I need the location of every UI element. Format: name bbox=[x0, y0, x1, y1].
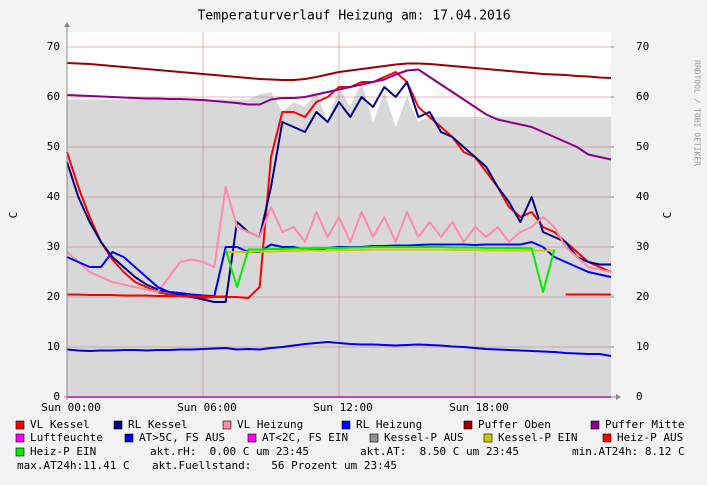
legend-label: Puffer Mitte bbox=[605, 418, 684, 431]
legend-swatch bbox=[369, 433, 379, 443]
y2-tick-label: 20 bbox=[636, 290, 649, 303]
legend-label: AT>5C, FS AUS bbox=[139, 431, 225, 444]
series-line bbox=[66, 186, 612, 293]
legend-swatch bbox=[113, 420, 123, 430]
y-tick-label: 0 bbox=[53, 390, 60, 403]
y2-tick-label: 0 bbox=[636, 390, 643, 403]
note: min.AT24h: 8.12 C bbox=[572, 445, 685, 458]
y-tick-label: 10 bbox=[47, 340, 60, 353]
legend-label: RL Heizung bbox=[356, 418, 422, 431]
y-axis-label: C bbox=[7, 212, 20, 219]
legend-label: Kessel-P AUS bbox=[384, 431, 463, 444]
legend-label: VL Kessel bbox=[30, 418, 90, 431]
note: akt.AT: 8.50 C um 23:45 bbox=[360, 445, 519, 458]
area bbox=[67, 82, 611, 397]
legend-label: RL Kessel bbox=[128, 418, 188, 431]
legend-label: Heiz-P EIN bbox=[30, 445, 96, 458]
series-line bbox=[66, 341, 612, 357]
y2-tick-label: 10 bbox=[636, 340, 649, 353]
y2-tick-label: 60 bbox=[636, 90, 649, 103]
legend-label: Heiz-P AUS bbox=[617, 431, 683, 444]
legend-label: Puffer Oben bbox=[478, 418, 551, 431]
y-tick-label: 20 bbox=[47, 290, 60, 303]
note: akt.Fuellstand: 56 Prozent um 23:45 bbox=[152, 459, 397, 472]
x-tick-label: Sun 18:00 bbox=[449, 401, 509, 414]
x-tick-label: Sun 12:00 bbox=[313, 401, 373, 414]
y-tick-label: 40 bbox=[47, 190, 60, 203]
y2-tick-label: 30 bbox=[636, 240, 649, 253]
legend-swatch bbox=[15, 447, 25, 457]
legend-swatch bbox=[247, 433, 257, 443]
y2-tick-label: 40 bbox=[636, 190, 649, 203]
legend-label: Luftfeuchte bbox=[30, 431, 103, 444]
series-line bbox=[66, 68, 612, 161]
note: max.AT24h:11.41 C bbox=[17, 459, 130, 472]
y2-axis-label: C bbox=[661, 212, 674, 219]
chart-title: Temperaturverlauf Heizung am: 17.04.2016 bbox=[197, 9, 510, 24]
axis-arrow bbox=[64, 22, 70, 27]
y2-tick-label: 70 bbox=[636, 40, 649, 53]
legend-swatch bbox=[15, 420, 25, 430]
legend-swatch bbox=[124, 433, 134, 443]
y-tick-label: 50 bbox=[47, 140, 60, 153]
legend-label: VL Heizung bbox=[237, 418, 303, 431]
x-tick-label: Sun 00:00 bbox=[41, 401, 101, 414]
legend-label: AT<2C, FS EIN bbox=[262, 431, 348, 444]
series-line bbox=[224, 246, 556, 293]
legend-swatch bbox=[483, 433, 493, 443]
y-tick-label: 60 bbox=[47, 90, 60, 103]
legend-swatch bbox=[590, 420, 600, 430]
x-tick-label: Sun 06:00 bbox=[177, 401, 237, 414]
legend-swatch bbox=[222, 420, 232, 430]
series-line bbox=[66, 81, 611, 303]
legend-swatch bbox=[341, 420, 351, 430]
y2-tick-label: 50 bbox=[636, 140, 649, 153]
y-tick-label: 70 bbox=[47, 40, 60, 53]
note: akt.rH: 0.00 C um 23:45 bbox=[150, 445, 309, 458]
legend-swatch bbox=[602, 433, 612, 443]
legend-swatch bbox=[15, 433, 25, 443]
legend-swatch bbox=[463, 420, 473, 430]
legend-label: Kessel-P EIN bbox=[498, 431, 577, 444]
series-line bbox=[225, 248, 555, 253]
axis-arrow bbox=[616, 394, 621, 400]
side-text: RRDTOOL / TOBI OETIKER bbox=[693, 60, 702, 166]
y-tick-label: 30 bbox=[47, 240, 60, 253]
series-line bbox=[67, 293, 611, 298]
series-line bbox=[66, 62, 612, 81]
